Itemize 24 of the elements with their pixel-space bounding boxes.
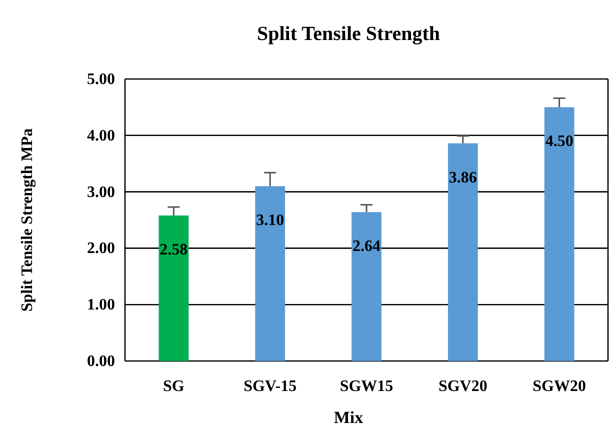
y-axis-title: Split Tensile Strength MPa xyxy=(19,128,36,312)
x-axis-title: Mix xyxy=(334,408,364,427)
x-tick-label: SGW15 xyxy=(340,378,394,395)
x-tick-label: SGW20 xyxy=(532,378,586,395)
y-tick-label: 5.00 xyxy=(87,71,115,88)
y-tick-label: 4.00 xyxy=(87,127,115,144)
x-tick-label: SGV-15 xyxy=(244,378,297,395)
y-tick-label: 1.00 xyxy=(87,296,115,314)
y-tick-label: 0.00 xyxy=(87,353,115,370)
bar xyxy=(255,186,286,361)
y-tick-label: 2.00 xyxy=(87,240,115,258)
x-tick-label: SGV20 xyxy=(438,378,488,395)
bar xyxy=(352,212,382,361)
data-label: 3.86 xyxy=(448,169,477,186)
y-tick-label: 3.00 xyxy=(87,184,115,201)
bar xyxy=(158,215,189,361)
data-label: 2.58 xyxy=(160,241,188,258)
bar xyxy=(448,143,478,361)
data-label: 2.64 xyxy=(352,238,380,256)
data-label: 4.50 xyxy=(545,133,574,150)
chart-title: Split Tensile Strength xyxy=(256,23,440,45)
x-tick-label: SG xyxy=(163,378,185,395)
data-label: 3.10 xyxy=(256,212,284,230)
bar xyxy=(544,107,574,361)
